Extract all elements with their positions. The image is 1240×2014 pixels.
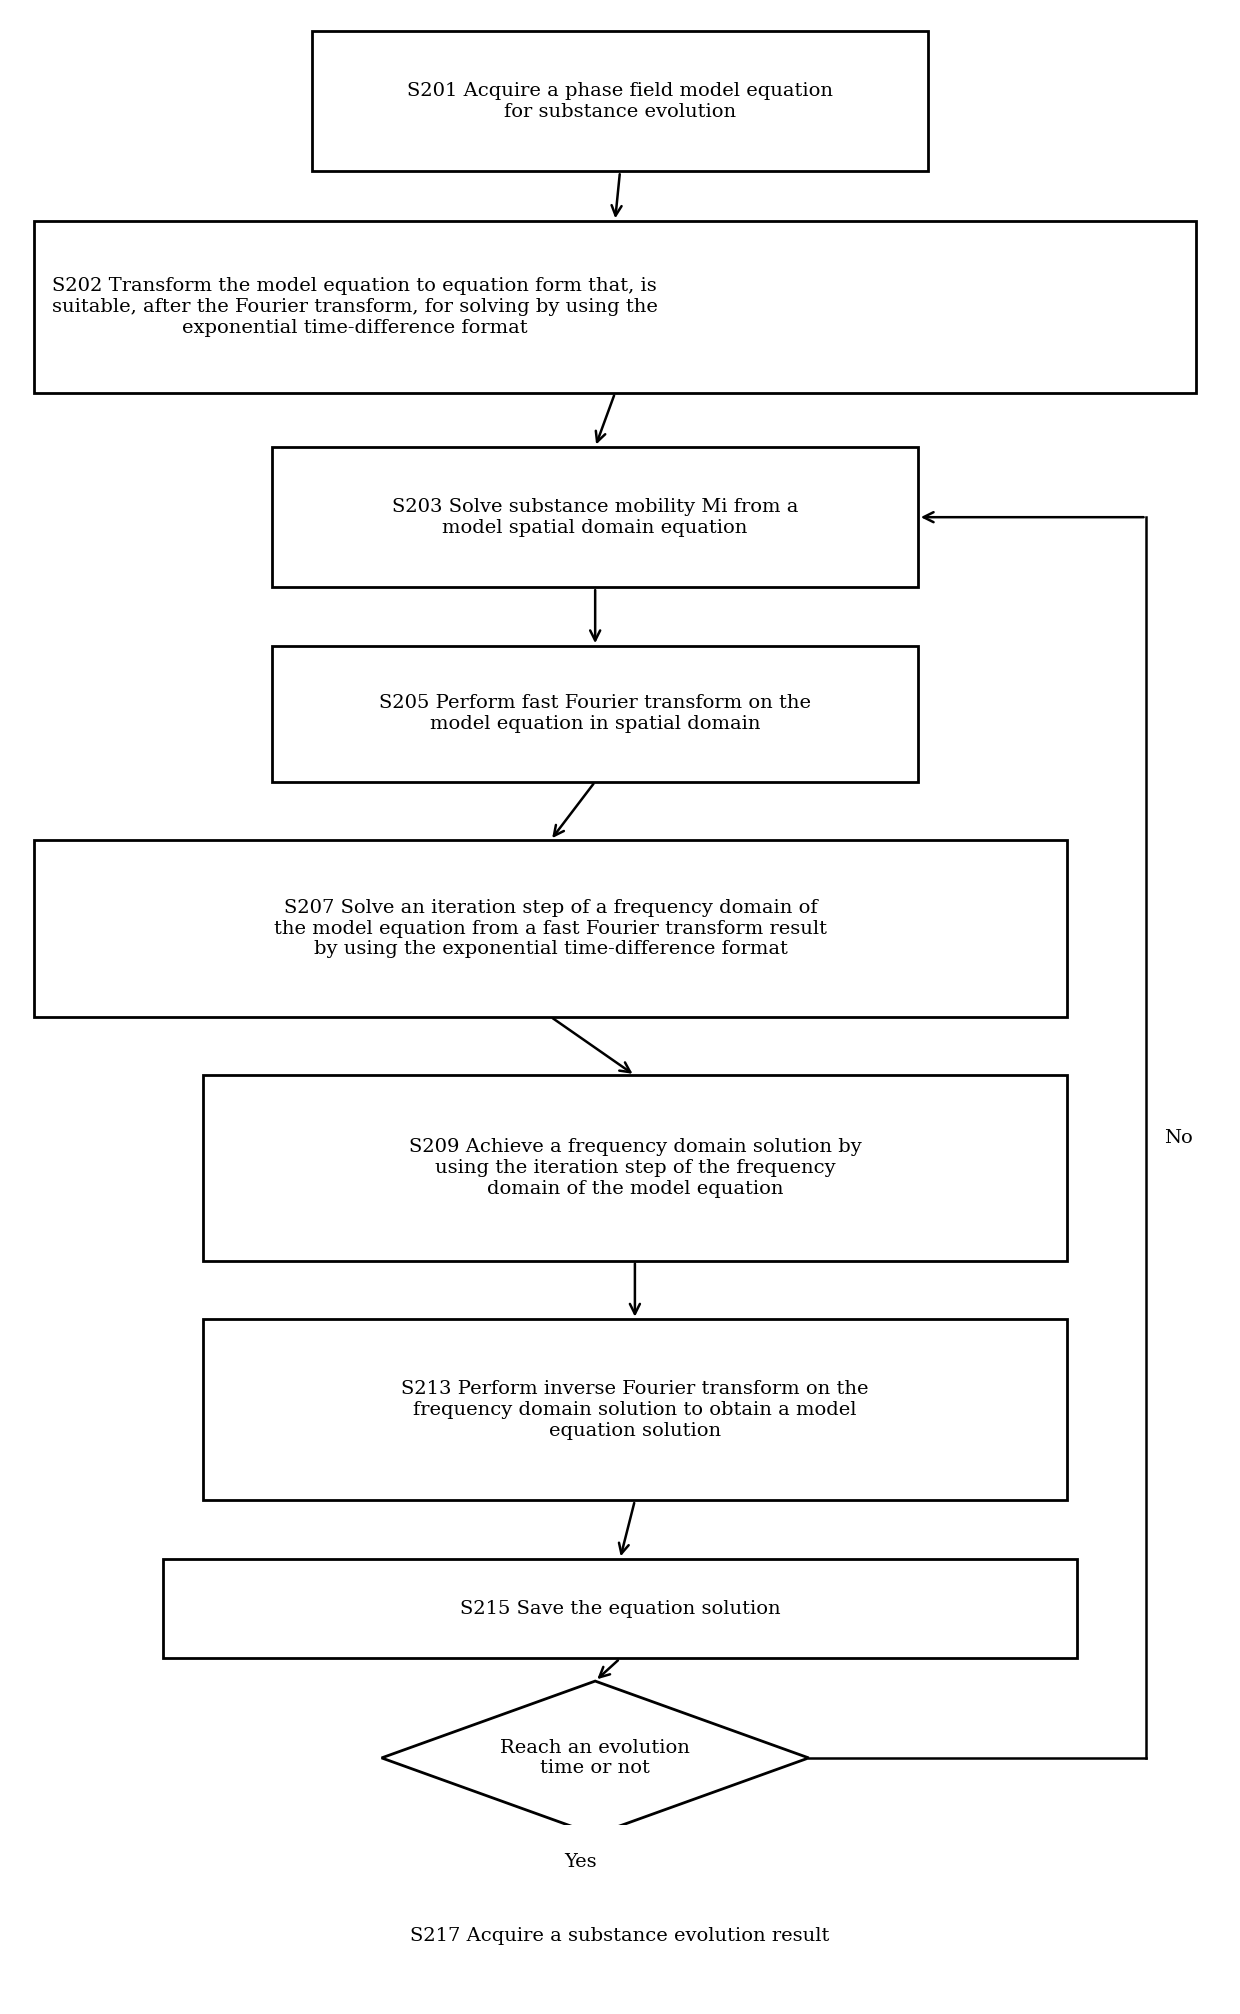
- Bar: [273, 447, 918, 588]
- Text: S205 Perform fast Fourier transform on the
model equation in spatial domain: S205 Perform fast Fourier transform on t…: [379, 695, 811, 733]
- Bar: [164, 1889, 1076, 1984]
- Text: S209 Achieve a frequency domain solution by
using the iteration step of the freq: S209 Achieve a frequency domain solution…: [408, 1138, 862, 1198]
- Bar: [203, 1319, 1066, 1500]
- Bar: [164, 1559, 1076, 1658]
- Text: Yes: Yes: [564, 1853, 596, 1871]
- Text: No: No: [1164, 1128, 1193, 1146]
- Bar: [273, 646, 918, 781]
- Bar: [203, 1075, 1066, 1261]
- Text: S203 Solve substance mobility Mi from a
model spatial domain equation: S203 Solve substance mobility Mi from a …: [392, 497, 799, 536]
- Bar: [312, 32, 928, 171]
- Text: S201 Acquire a phase field model equation
for substance evolution: S201 Acquire a phase field model equatio…: [407, 83, 833, 121]
- Text: S213 Perform inverse Fourier transform on the
frequency domain solution to obtai: S213 Perform inverse Fourier transform o…: [402, 1380, 869, 1440]
- Text: S215 Save the equation solution: S215 Save the equation solution: [460, 1599, 780, 1617]
- Polygon shape: [382, 1682, 808, 1835]
- Text: S202 Transform the model equation to equation form that, is
suitable, after the : S202 Transform the model equation to equ…: [52, 278, 657, 336]
- Bar: [33, 840, 1066, 1017]
- Text: S207 Solve an iteration step of a frequency domain of
the model equation from a : S207 Solve an iteration step of a freque…: [274, 898, 827, 959]
- Text: S217 Acquire a substance evolution result: S217 Acquire a substance evolution resul…: [410, 1927, 830, 1946]
- Bar: [33, 222, 1197, 393]
- Text: Reach an evolution
time or not: Reach an evolution time or not: [500, 1738, 691, 1776]
